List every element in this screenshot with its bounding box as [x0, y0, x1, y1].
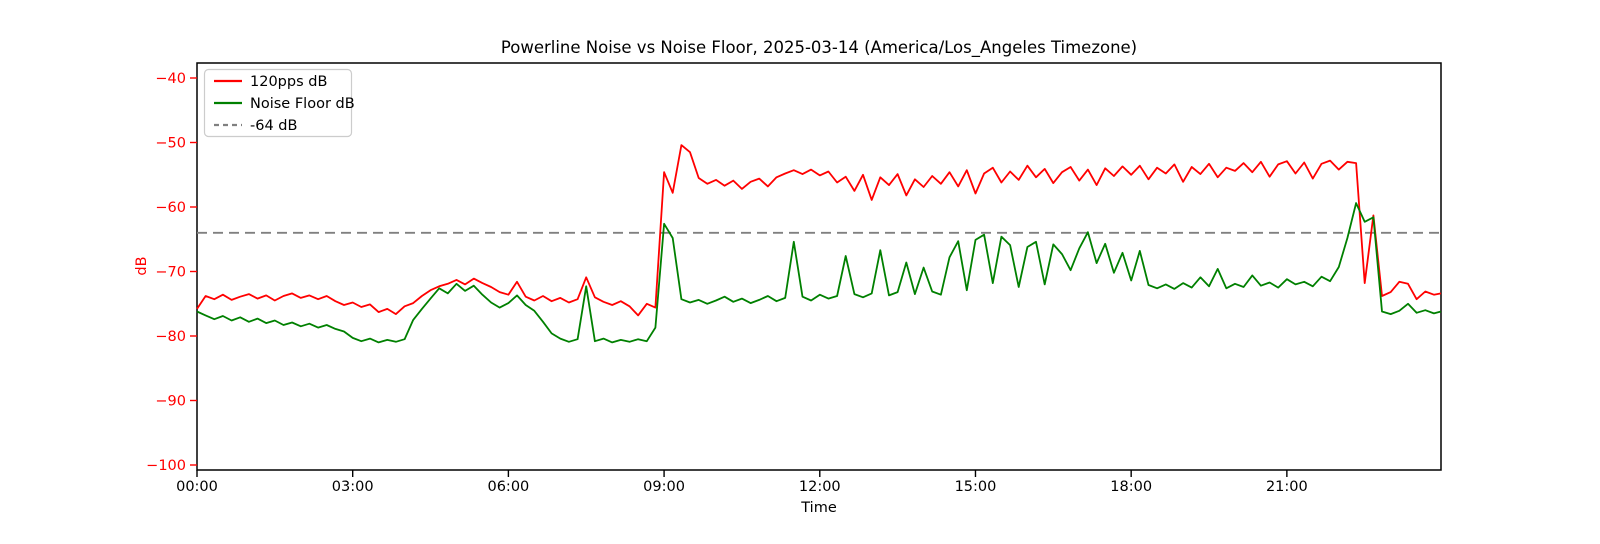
chart-title: Powerline Noise vs Noise Floor, 2025-03-…	[501, 38, 1137, 58]
plot-area	[196, 62, 1442, 471]
y-tick-label: −70	[155, 265, 186, 281]
y-tick-label: −90	[155, 394, 186, 410]
y-tick-label: −80	[155, 329, 186, 345]
x-tick-label: 00:00	[176, 479, 218, 495]
x-tick-label: 03:00	[332, 479, 374, 495]
x-tick-label: 12:00	[799, 479, 841, 495]
x-tick-label: 15:00	[955, 479, 997, 495]
x-tick-label: 21:00	[1266, 479, 1308, 495]
y-tick-label: −100	[146, 458, 186, 474]
x-tick-label: 06:00	[487, 479, 529, 495]
y-axis-label: dB	[134, 256, 150, 275]
x-tick-label: 18:00	[1110, 479, 1152, 495]
x-tick-label: 09:00	[643, 479, 685, 495]
y-tick-label: −40	[155, 71, 186, 87]
series-120pps-line	[196, 144, 1442, 317]
x-axis-ticks: 00:00 03:00 06:00 09:00 12:00 15:00 18:00 21:00	[176, 470, 1308, 495]
y-axis-ticks: −40 −50 −60 −70 −80 −90 −100	[146, 71, 197, 474]
legend: 120pps dB Noise Floor dB -64 dB	[203, 68, 355, 138]
x-axis-label: Time	[800, 500, 837, 516]
series-noise-floor-line	[196, 202, 1442, 344]
y-tick-label: −50	[155, 136, 186, 152]
y-tick-label: −60	[155, 200, 186, 216]
legend-label-120pps: 120pps dB	[250, 74, 327, 90]
legend-box	[203, 68, 353, 138]
legend-label-noise-floor: Noise Floor dB	[250, 96, 355, 112]
legend-label-threshold: -64 dB	[250, 118, 297, 134]
